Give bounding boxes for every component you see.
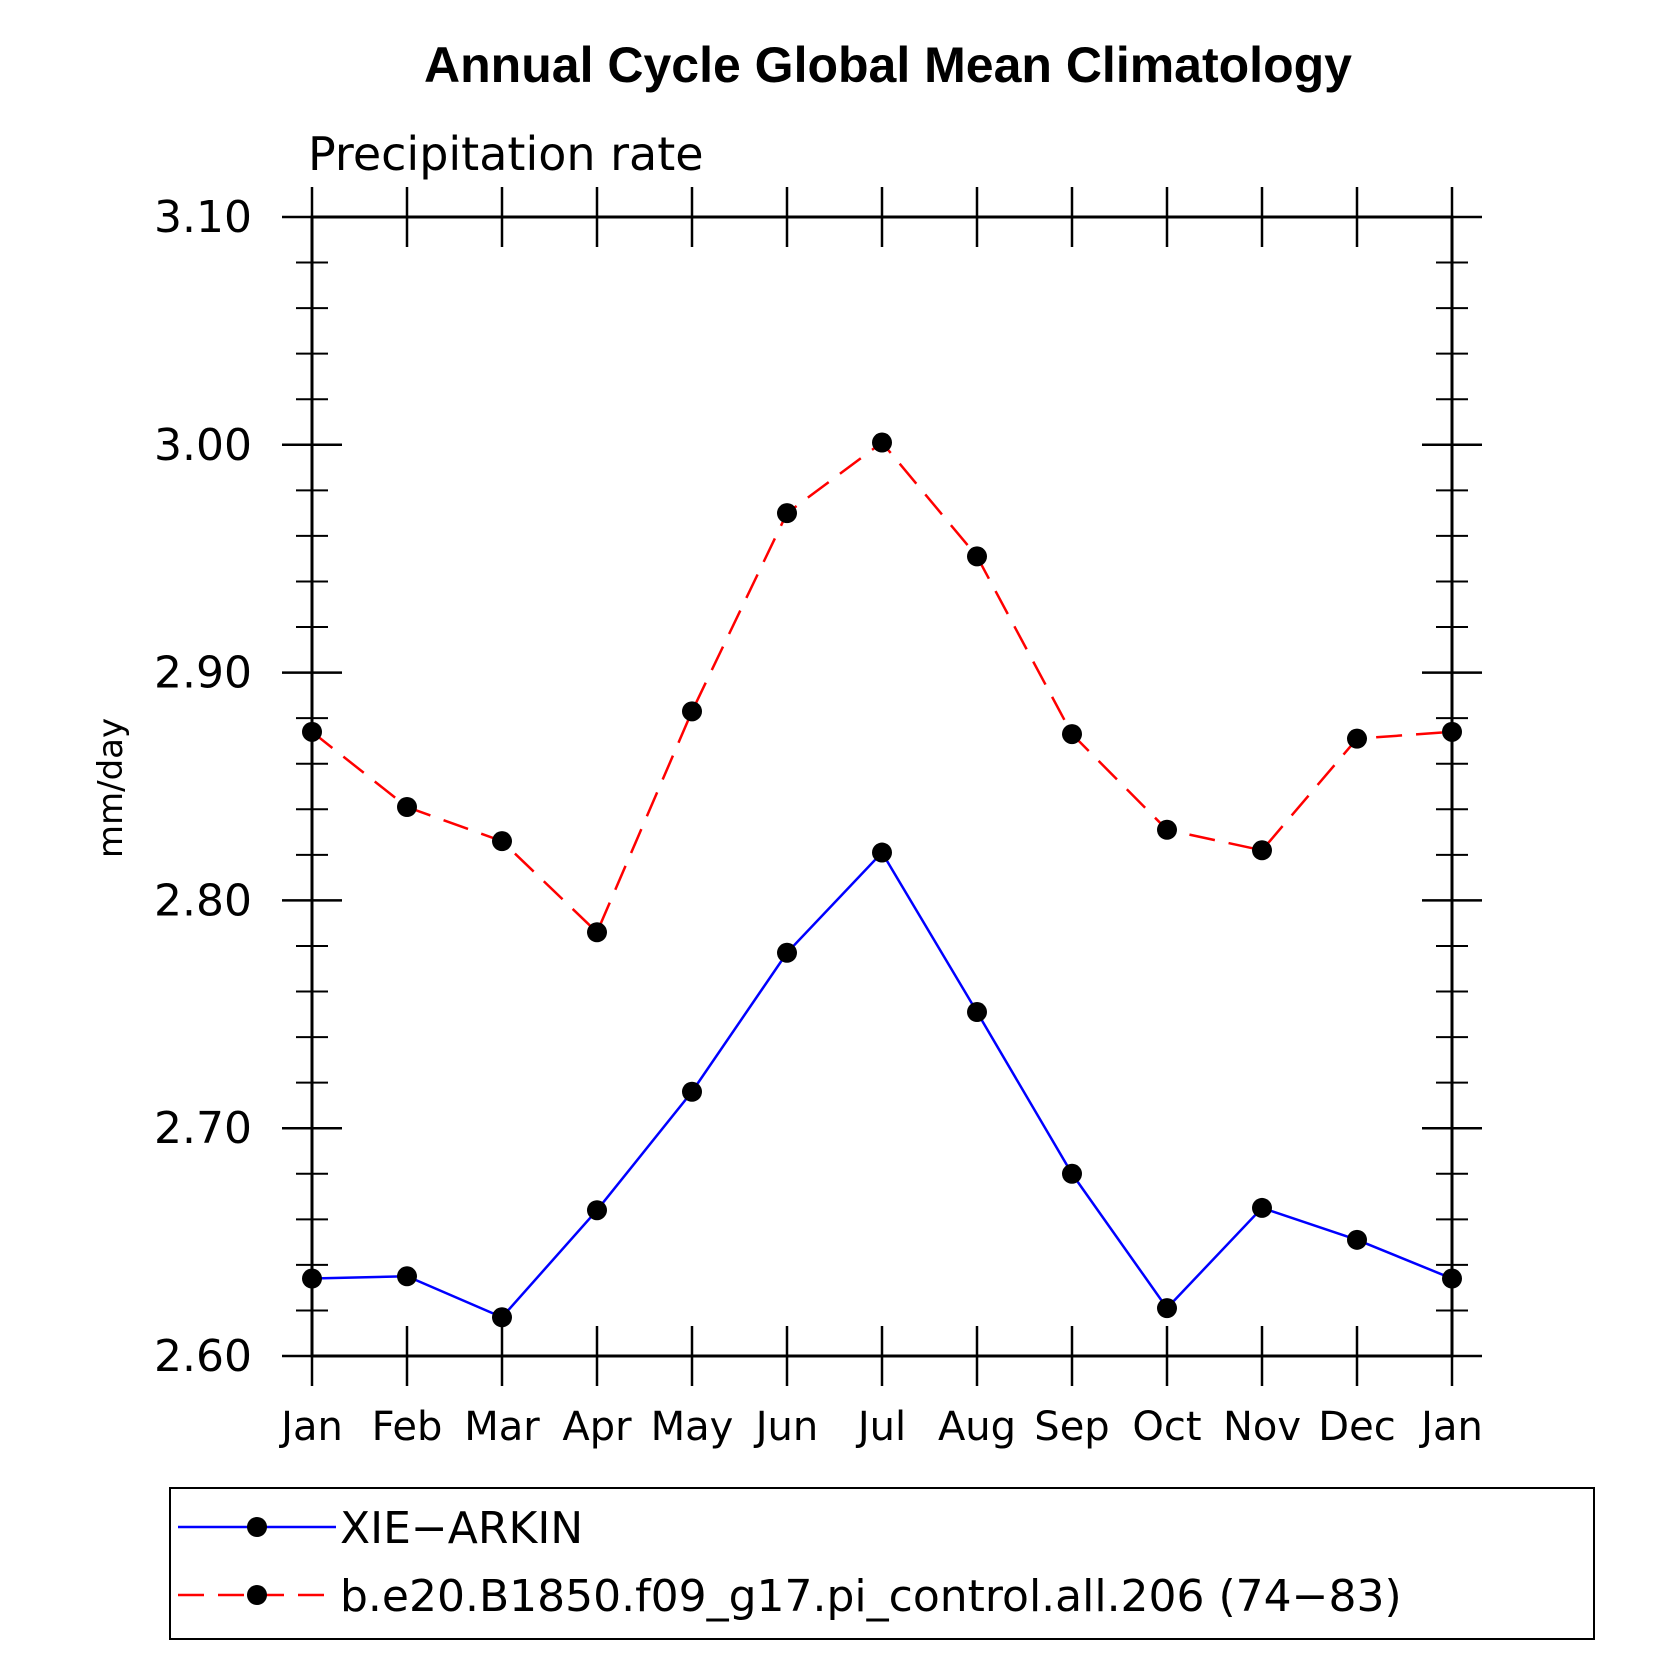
data-point <box>682 701 702 722</box>
series-layer <box>302 432 1462 1328</box>
legend-label: b.e20.B1850.f09_g17.pi_control.all.206 (… <box>340 1571 1402 1622</box>
data-point <box>302 1268 322 1289</box>
legend-box <box>169 1487 1595 1640</box>
x-tick-label: Sep <box>1034 1404 1109 1450</box>
x-tick-label: Dec <box>1318 1404 1395 1450</box>
data-point <box>872 432 892 453</box>
data-point <box>587 1200 607 1221</box>
data-point <box>1062 1163 1082 1184</box>
x-tick-label: May <box>651 1404 734 1450</box>
chart-title: Annual Cycle Global Mean Climatology <box>424 37 1352 93</box>
x-tick-labels: Jan Feb Mar Apr May Jun Jul Aug Sep Oct Nov Dec Jan <box>278 1404 1483 1450</box>
data-point <box>492 831 512 852</box>
plot-frame <box>310 215 1454 1358</box>
data-point <box>682 1081 702 1102</box>
data-point <box>777 942 797 963</box>
data-point <box>777 503 797 524</box>
legend-marker <box>247 1517 267 1537</box>
data-point <box>492 1307 512 1328</box>
y-tick-label: 3.10 <box>154 192 252 243</box>
y-tick-label: 2.70 <box>154 1103 252 1154</box>
data-point <box>397 797 417 818</box>
legend-label: XIE−ARKIN <box>340 1503 583 1554</box>
x-tick-label: Jan <box>1418 1404 1483 1450</box>
data-point <box>1157 819 1177 840</box>
data-point <box>1252 840 1272 861</box>
data-point <box>397 1266 417 1287</box>
data-point <box>1157 1298 1177 1319</box>
x-tick-label: Apr <box>562 1404 632 1450</box>
y-tick-label: 3.00 <box>154 420 252 471</box>
data-point <box>587 922 607 943</box>
data-point <box>302 721 322 742</box>
x-tick-label: Jul <box>855 1404 906 1450</box>
x-tick-label: Jan <box>278 1404 343 1450</box>
data-point <box>967 1002 987 1023</box>
data-point <box>1442 721 1462 742</box>
data-point <box>1062 724 1082 745</box>
series-line-1 <box>311 850 1453 1319</box>
data-point <box>967 546 987 567</box>
data-point <box>872 842 892 863</box>
x-tick-label: Nov <box>1223 1404 1301 1450</box>
legend-marker <box>247 1585 267 1605</box>
x-tick-label: Jun <box>753 1404 819 1450</box>
x-tick-label: Oct <box>1132 1404 1201 1450</box>
data-point <box>1347 728 1367 749</box>
y-tick-label: 2.60 <box>154 1331 252 1382</box>
data-point <box>1252 1197 1272 1218</box>
chart-subtitle: Precipitation rate <box>308 127 704 181</box>
y-tick-labels: 2.60 2.70 2.80 2.90 3.00 3.10 <box>154 192 252 1382</box>
data-point <box>1347 1229 1367 1250</box>
x-tick-label: Aug <box>938 1404 1016 1450</box>
data-point <box>1442 1268 1462 1289</box>
y-tick-label: 2.90 <box>154 648 252 699</box>
x-tick-label: Feb <box>372 1404 443 1450</box>
legend: XIE−ARKIN b.e20.B1850.f09_g17.pi_control.… <box>169 1487 1595 1640</box>
y-tick-label: 2.80 <box>154 875 252 926</box>
axis-ticks <box>282 187 1482 1386</box>
y-axis-label: mm/day <box>91 718 131 858</box>
x-tick-label: Mar <box>464 1404 540 1450</box>
